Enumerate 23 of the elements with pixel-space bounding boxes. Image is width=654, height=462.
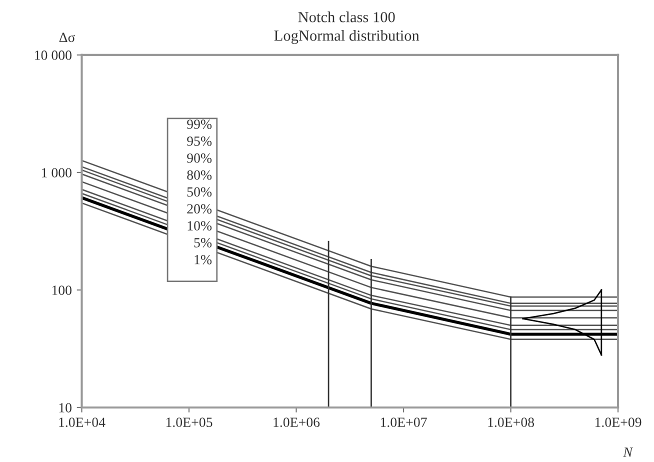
annotation: 99% [187,120,212,129]
annotation: 80% [187,170,212,180]
annotation: 90% [187,153,212,163]
annotation: 1% [194,254,212,264]
annotation: 5% [194,238,212,248]
annotation: 95% [187,136,212,146]
y-axis-title: Δσ [59,32,76,42]
chart-subtitle: LogNormal distribution [274,30,420,44]
annotation: 20% [187,204,212,214]
y-tick-label: 100 [52,286,72,295]
y-tick-label: 10 000 [35,50,72,60]
annotation: 10% [188,221,212,231]
x-tick-label: 1.0E+06 [274,418,320,428]
x-tick-label: 1.0E+04 [59,418,106,428]
y-tick-label: 1 000 [42,168,72,178]
x-tick-label: 1.0E+09 [595,418,642,428]
x-tick-label: 1.0E+07 [380,418,427,428]
x-axis-title: N [623,448,634,457]
chart-title: Notch class 100 [298,12,395,22]
x-tick-label: 1.0E+05 [166,418,212,428]
y-tick-label: 10 [59,403,72,412]
x-tick-label: 1.0E+08 [488,418,534,428]
annotation: 50% [187,187,212,197]
